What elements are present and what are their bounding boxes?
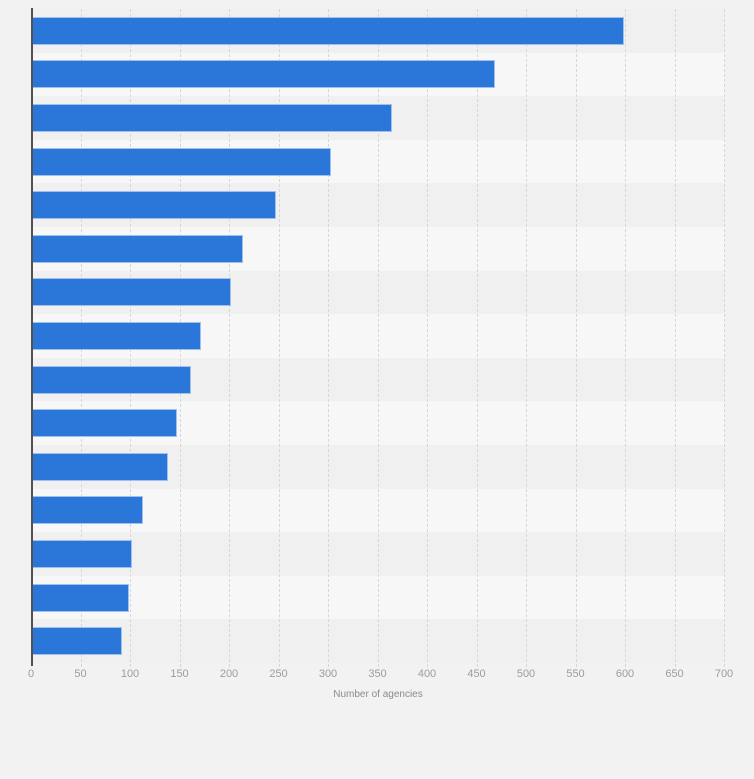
gridline: [229, 9, 230, 667]
bar[interactable]: [31, 278, 231, 307]
x-tick-label: 500: [516, 668, 536, 680]
gridline: [724, 9, 725, 667]
gridline: [476, 9, 478, 667]
x-tick-label: 350: [368, 668, 387, 680]
x-tick-label: 650: [665, 668, 684, 680]
bar[interactable]: [31, 16, 624, 45]
bar[interactable]: [31, 191, 276, 220]
gridline: [328, 9, 329, 667]
x-tick-label: 450: [467, 668, 486, 680]
bar[interactable]: [31, 147, 331, 176]
x-tick-label: 50: [74, 668, 87, 680]
bar[interactable]: [31, 60, 496, 89]
x-tick-label: 550: [566, 668, 585, 680]
bar[interactable]: [31, 496, 143, 525]
bar[interactable]: [31, 583, 129, 612]
bar[interactable]: [31, 627, 123, 656]
gridline: [575, 9, 577, 667]
bar[interactable]: [31, 104, 393, 132]
x-axis-title: Number of agencies: [333, 689, 423, 700]
gridline: [278, 9, 280, 667]
x-tick-label: 200: [219, 668, 239, 680]
bar[interactable]: [31, 234, 243, 263]
x-tick-label: 100: [120, 668, 140, 680]
gridline: [674, 9, 676, 667]
y-axis-line: [31, 8, 33, 666]
x-tick-label: 600: [615, 668, 635, 680]
gridline: [625, 9, 626, 667]
gridline: [377, 9, 379, 667]
x-tick-label: 0: [27, 668, 35, 680]
plot-area: [31, 9, 725, 667]
gridline: [526, 9, 527, 667]
x-tick-label: 700: [714, 668, 734, 680]
bar[interactable]: [31, 452, 168, 481]
x-tick-label: 400: [417, 668, 437, 680]
bar[interactable]: [31, 322, 202, 350]
x-tick-label: 300: [318, 668, 338, 680]
bar[interactable]: [31, 409, 177, 438]
x-tick-label: 250: [269, 668, 288, 680]
gridline: [427, 9, 428, 667]
bar[interactable]: [31, 540, 132, 568]
bar[interactable]: [31, 365, 192, 394]
x-tick-label: 150: [170, 668, 189, 680]
